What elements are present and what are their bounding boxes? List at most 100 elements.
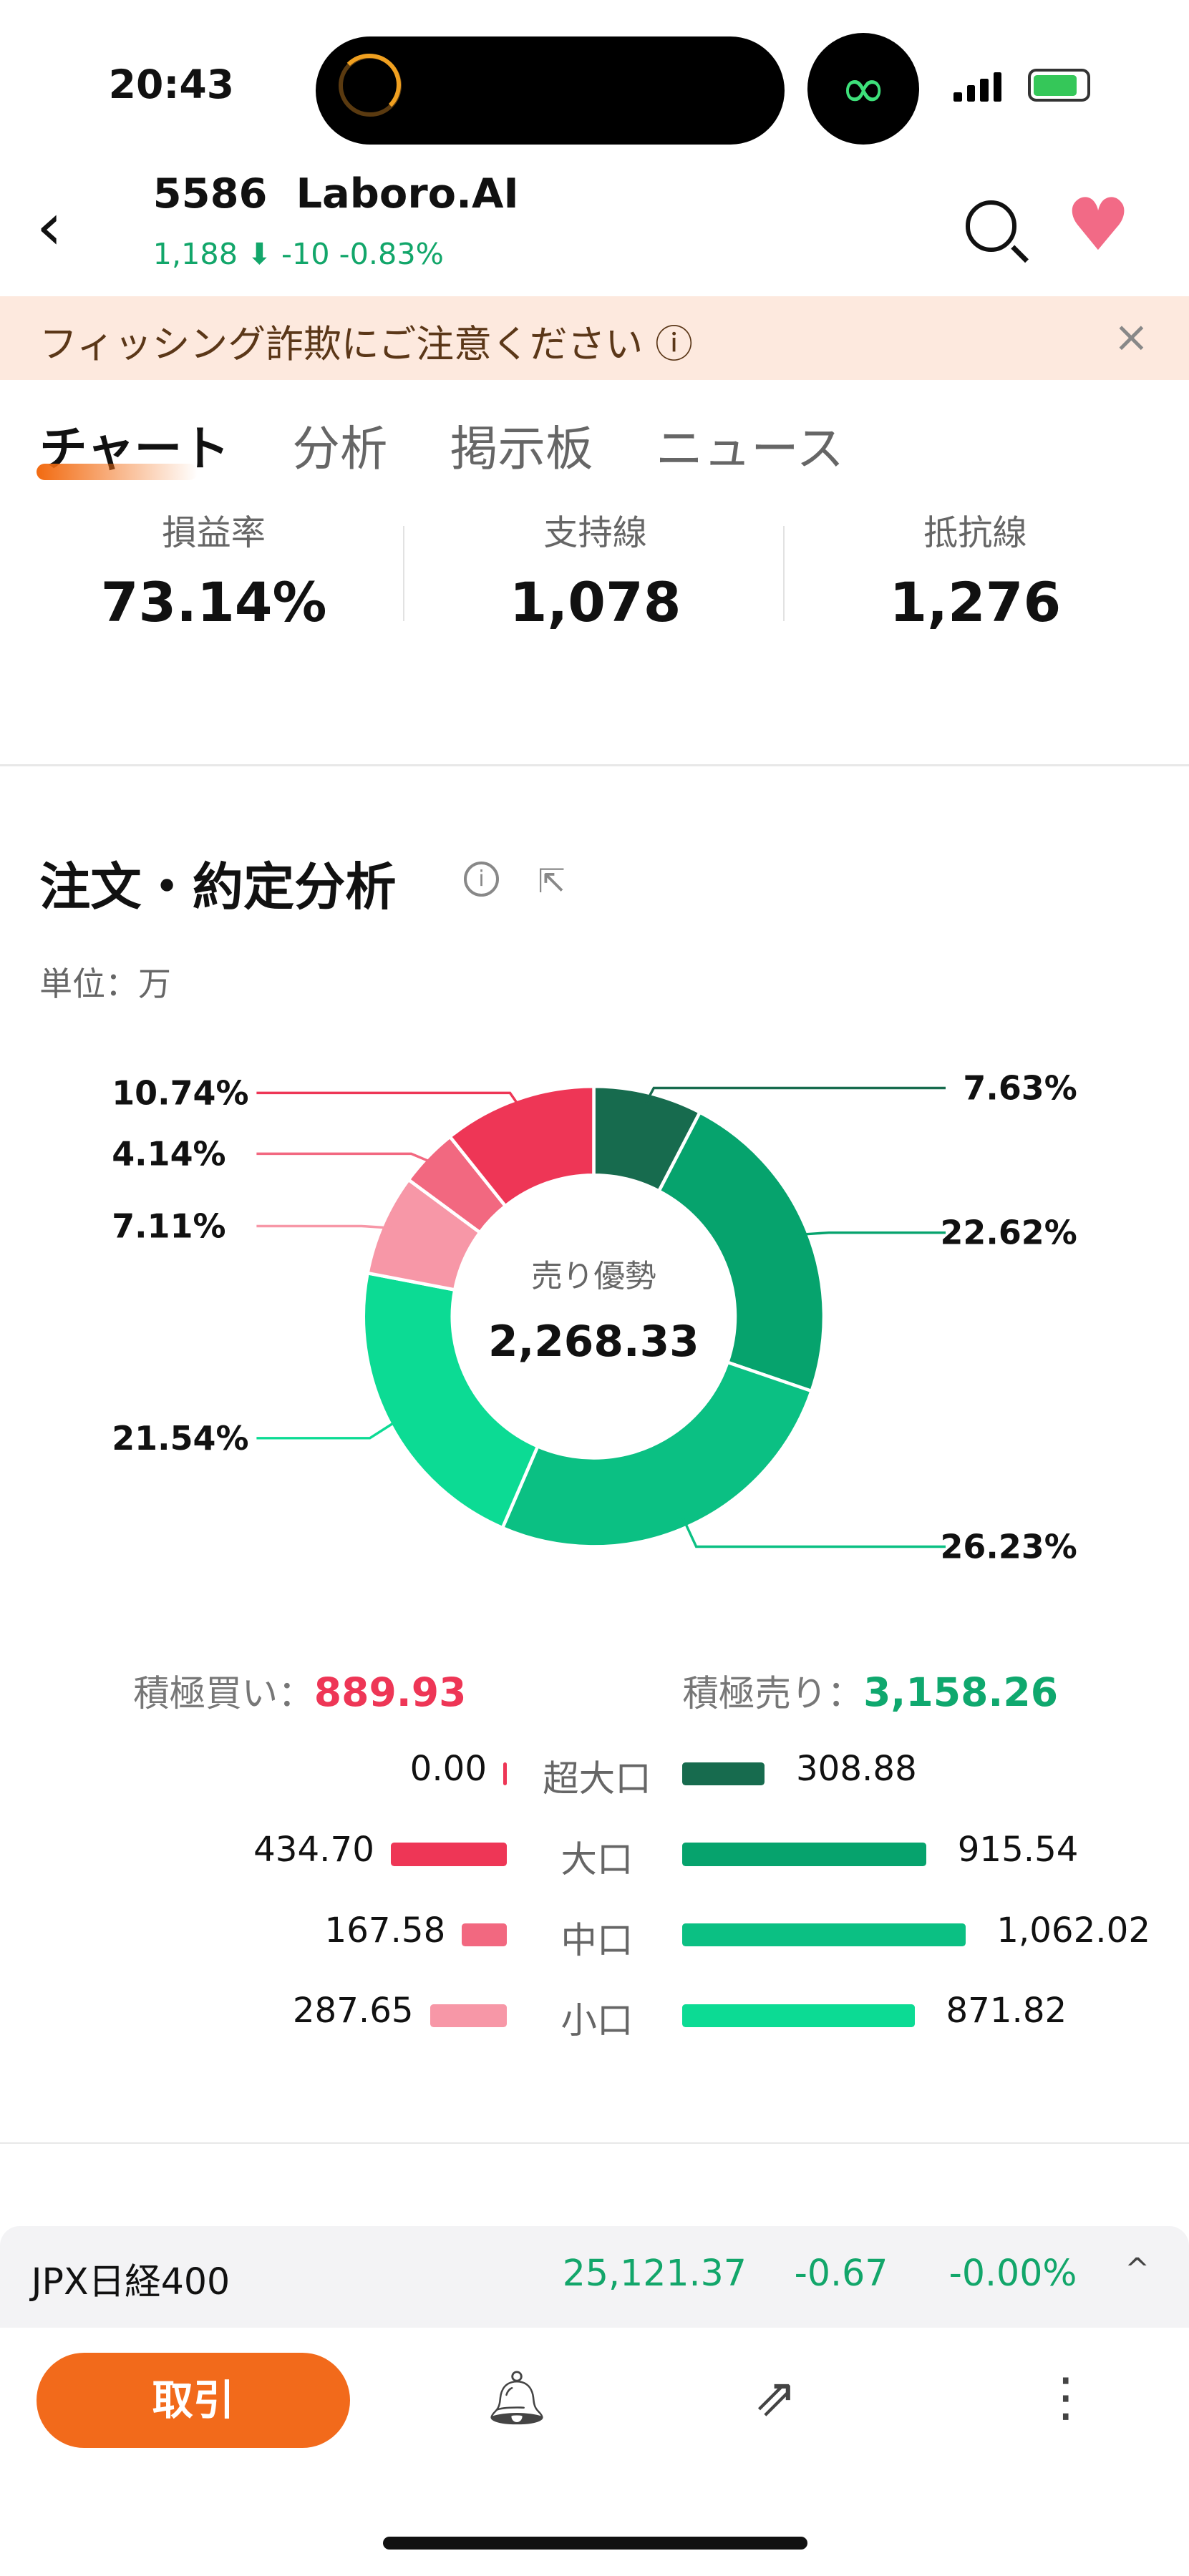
sell-value: 3,158.26: [863, 1669, 1059, 1716]
leader-line: [256, 1153, 436, 1166]
slice-label: 7.63%: [963, 1069, 1077, 1108]
donut-slice: [447, 1085, 596, 1209]
stat-value: 73.14%: [100, 571, 327, 635]
stat-label: 支持線: [543, 513, 647, 554]
stat-support: 支持線 1,078: [406, 504, 784, 634]
change: -10: [281, 236, 330, 271]
stock-quote: 1,188 ⬇ -10 -0.83%: [153, 237, 444, 271]
slice-label: 21.54%: [112, 1419, 248, 1458]
leader-line: [644, 1087, 946, 1103]
sell-label: 積極売り：: [682, 1672, 864, 1714]
divider: [0, 2142, 1189, 2144]
back-icon[interactable]: ‹: [36, 188, 63, 265]
sell-bar: [682, 2004, 915, 2027]
price: 1,188: [152, 236, 238, 271]
sell-bar: [682, 1843, 927, 1866]
divider: [0, 764, 1189, 766]
tab-news[interactable]: ニュース: [655, 421, 844, 477]
slice-label: 10.74%: [112, 1074, 248, 1113]
buy-amount: 167.58: [324, 1910, 446, 1951]
breakdown-row: 434.70 大口 915.54: [0, 1830, 1189, 1880]
slice-label: 7.11%: [112, 1207, 225, 1246]
center-label: 売り優勢: [531, 1259, 656, 1295]
info-icon[interactable]: ⓘ: [655, 322, 693, 366]
bell-plus-icon[interactable]: 🔔︎: [483, 2368, 550, 2429]
index-change: -0.67: [794, 2252, 888, 2295]
info-icon[interactable]: i: [463, 861, 500, 897]
timer-icon: [338, 53, 402, 117]
home-indicator: [383, 2536, 807, 2550]
sell-amount: 871.82: [946, 1991, 1067, 2031]
buy-amount: 434.70: [253, 1830, 374, 1870]
center-value: 2,268.33: [488, 1317, 699, 1367]
tab-board[interactable]: 掲示板: [450, 421, 593, 477]
divider: [782, 526, 785, 622]
unit-label: 単位：万: [39, 965, 171, 1004]
banner-text: フィッシング詐欺にご注意ください ⓘ: [39, 314, 693, 369]
size-category: 中口: [560, 1918, 634, 1961]
size-category: 小口: [560, 1999, 634, 2042]
index-value: 25,121.37: [562, 2252, 747, 2295]
chevron-up-icon[interactable]: ^: [1125, 2252, 1150, 2287]
index-name: JPX日経400: [31, 2260, 230, 2303]
index-change-pct: -0.00%: [948, 2252, 1077, 2295]
donut-slice: [361, 1271, 540, 1531]
link-icon[interactable]: ∞: [807, 32, 920, 145]
sell-amount: 915.54: [957, 1830, 1079, 1870]
stat-value: 1,078: [509, 571, 681, 635]
sell-bar: [682, 1762, 765, 1785]
status-time: 20:43: [108, 62, 235, 109]
buy-amount: 287.65: [292, 1991, 414, 2031]
active-tab-indicator: [36, 463, 198, 480]
stock-code: 5586: [152, 169, 268, 218]
close-icon[interactable]: ×: [1113, 312, 1150, 362]
stat-value: 1,276: [889, 571, 1062, 635]
breakdown-row: 167.58 中口 1,062.02: [0, 1910, 1189, 1961]
sell-amount: 308.88: [795, 1749, 917, 1790]
trade-button[interactable]: 取引: [36, 2352, 351, 2448]
aggressive-buy: 積極買い：889.93: [133, 1664, 466, 1717]
stat-resistance: 抵抗線 1,276: [786, 504, 1164, 634]
battery-icon: [1027, 69, 1091, 102]
breakdown-row: 0.00 超大口 308.88: [0, 1749, 1189, 1800]
donut-chart: 7.63%22.62%26.23%21.54%7.11%4.14%10.74% …: [112, 1069, 1077, 1566]
stat-pl-rate: 損益率 73.14%: [24, 504, 402, 634]
more-icon[interactable]: ⋮: [1039, 2367, 1092, 2429]
stat-label: 抵抗線: [923, 513, 1027, 554]
tab-bar: チャート 分析 掲示板 ニュース: [39, 411, 844, 479]
heart-icon[interactable]: ♥: [1065, 182, 1131, 268]
aggressive-sell: 積極売り：3,158.26: [682, 1664, 1058, 1717]
stat-label: 損益率: [162, 513, 266, 554]
buy-bar: [462, 1923, 507, 1947]
sell-amount: 1,062.02: [996, 1910, 1151, 1951]
slice-label: 26.23%: [940, 1528, 1077, 1566]
signal-icon: [953, 72, 1002, 102]
change-pct: -0.83%: [339, 236, 444, 271]
stock-name: Laboro.AI: [296, 169, 519, 218]
leader-line: [256, 1225, 392, 1230]
share-icon[interactable]: ⇱: [538, 861, 566, 900]
size-category: 超大口: [543, 1757, 651, 1800]
buy-bar: [390, 1843, 507, 1866]
donut-slice: [656, 1110, 826, 1394]
buy-bar: [430, 2004, 507, 2027]
size-category: 大口: [560, 1838, 634, 1880]
search-icon[interactable]: [965, 200, 1017, 252]
arrow-down-icon: ⬇: [247, 236, 272, 271]
index-ticker-bar[interactable]: [0, 2225, 1189, 2328]
buy-amount: 0.00: [409, 1749, 487, 1790]
section-title: 注文・約定分析: [39, 857, 397, 917]
buy-bar: [503, 1762, 507, 1785]
slice-label: 22.62%: [940, 1214, 1077, 1252]
tab-analysis[interactable]: 分析: [292, 421, 388, 477]
slice-label: 4.14%: [112, 1135, 225, 1174]
divider: [402, 526, 405, 622]
buy-value: 889.93: [314, 1669, 467, 1716]
leader-line: [256, 1092, 523, 1110]
stock-title: 5586 Laboro.AI: [153, 170, 519, 218]
share-icon[interactable]: ⇗: [753, 2367, 797, 2429]
leader-line: [256, 1418, 400, 1440]
phishing-banner[interactable]: [0, 296, 1189, 380]
leader-line: [798, 1231, 946, 1236]
buy-label: 積極買い：: [133, 1672, 314, 1714]
